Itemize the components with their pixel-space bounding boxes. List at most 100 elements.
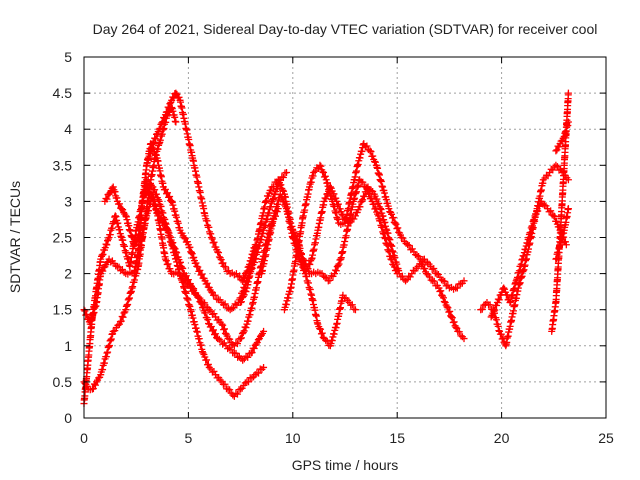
data-point [363,142,371,150]
data-point [440,298,448,306]
data-point [335,260,343,268]
data-point [374,210,382,218]
data-point [443,303,451,311]
data-point [347,218,355,226]
y-tick-label: 4.5 [53,85,73,101]
data-point [317,325,325,333]
data-point [404,241,412,249]
data-point [111,327,119,335]
data-point [151,186,159,194]
data-point [196,266,204,274]
data-point [212,330,220,338]
data-point [172,118,180,126]
data-point [226,386,234,394]
series-track-13 [548,89,572,335]
data-point [172,89,180,97]
data-point [161,255,169,263]
data-point [564,118,572,126]
data-point [240,283,248,291]
data-point [144,176,152,184]
data-point [460,277,468,285]
data-point [166,193,174,201]
data-point [237,298,245,306]
data-point [102,240,110,248]
data-point [188,250,196,258]
data-point [224,345,232,353]
y-axis-label: SDTVAR / TECUs [7,181,23,293]
data-point [190,286,198,294]
data-point [242,324,250,332]
data-point [310,169,318,177]
data-point [356,203,364,211]
data-point [192,259,200,267]
data-point [453,284,461,292]
data-point [103,241,111,249]
data-point [398,272,406,280]
y-tick-label: 0.5 [53,374,73,390]
data-point [278,193,286,201]
data-point [248,349,256,357]
data-point [201,309,209,317]
data-point [176,270,184,278]
data-point [239,356,247,364]
data-point [497,330,505,338]
data-point [264,192,272,200]
data-point [99,250,107,258]
data-point [547,207,555,215]
y-tick-label: 1.5 [53,302,73,318]
x-tick-label: 0 [80,430,88,446]
x-tick-label: 15 [389,430,405,446]
data-point [118,313,126,321]
data-point [152,135,160,143]
data-point [219,340,227,348]
data-point [544,172,552,180]
data-point [534,207,542,215]
data-point [115,200,123,208]
y-tick-label: 2.5 [53,230,73,246]
data-point [104,237,112,245]
data-point [229,391,237,399]
data-point [257,331,265,339]
data-point [228,305,236,313]
data-point [438,276,446,284]
data-point [89,385,97,393]
data-point [549,166,557,174]
data-point [366,147,374,155]
data-points [80,89,572,408]
data-point [430,265,438,273]
data-point [233,340,241,348]
data-point [229,340,237,348]
data-point [397,234,405,241]
data-point [539,176,547,184]
data-point [263,197,271,205]
data-point [360,193,368,201]
data-point [237,335,245,343]
y-tick-label: 4 [64,121,72,137]
data-point [239,329,247,337]
data-point [114,321,122,329]
data-point [500,284,508,292]
data-point [406,273,414,281]
data-point [91,381,99,389]
data-point [163,108,171,116]
data-point [367,148,375,156]
data-point [210,367,218,375]
data-point [316,161,324,169]
data-point [219,301,227,309]
data-point [387,255,395,263]
y-tick-labels: 0 0.5 1 1.5 2 2.5 3 3.5 4 4.5 5 [53,49,73,426]
data-point [109,327,117,335]
data-point [444,304,452,312]
data-point [241,379,249,387]
data-point [149,140,157,148]
data-point [348,301,356,309]
data-point [205,306,213,314]
data-point [540,201,548,209]
data-point [218,320,226,328]
data-point [260,327,268,335]
data-point [332,194,340,202]
data-point [317,330,325,338]
data-point [280,187,288,195]
series-track-9 [280,140,468,343]
data-point [495,296,503,304]
